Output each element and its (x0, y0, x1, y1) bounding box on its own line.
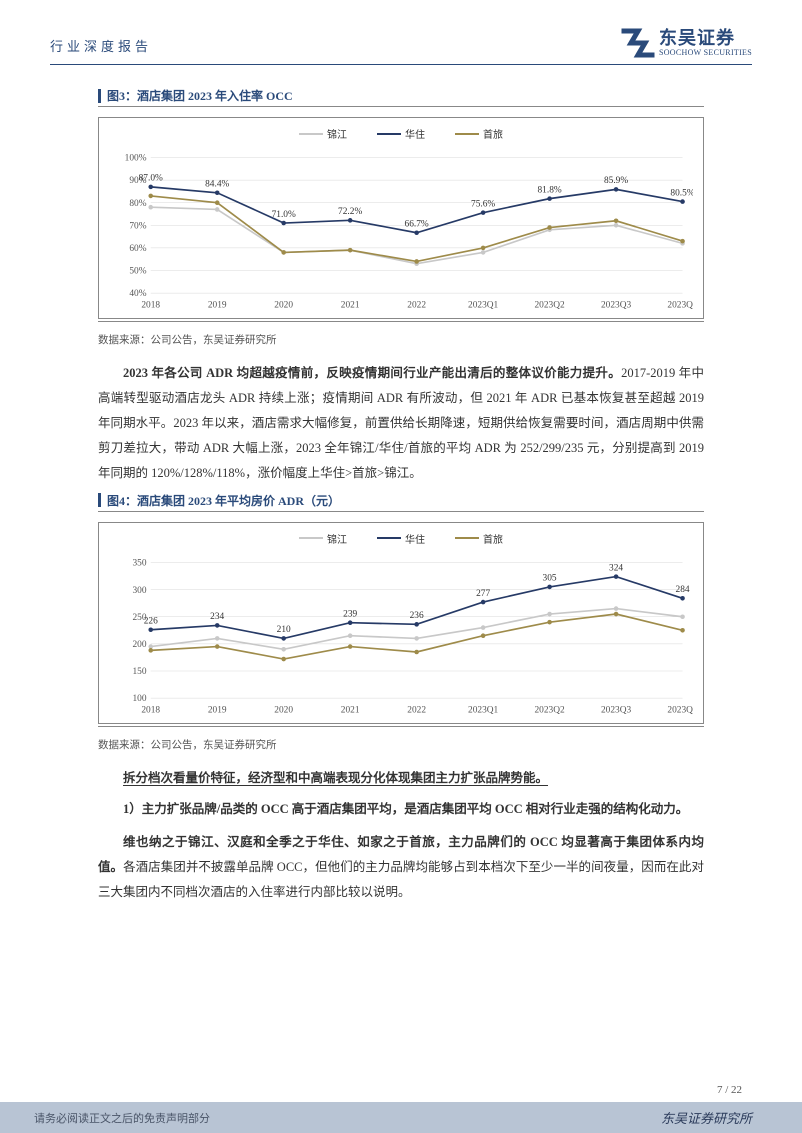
svg-text:2023Q4: 2023Q4 (667, 301, 693, 311)
svg-text:66.7%: 66.7% (405, 219, 429, 229)
legend-jinjiang: 锦江 (299, 531, 347, 546)
svg-text:2019: 2019 (208, 301, 227, 311)
svg-text:87.0%: 87.0% (139, 174, 163, 184)
svg-text:350: 350 (133, 558, 147, 568)
fig4-chart-box: 锦江 华住 首旅 1001502002503003502018201920202… (98, 522, 704, 724)
header-divider (50, 64, 752, 65)
svg-text:72.2%: 72.2% (338, 207, 362, 217)
svg-text:226: 226 (144, 616, 158, 626)
svg-text:210: 210 (277, 625, 291, 635)
svg-text:2023Q1: 2023Q1 (468, 301, 499, 311)
logo-icon (621, 28, 655, 58)
svg-text:2021: 2021 (341, 301, 360, 311)
legend-jinjiang: 锦江 (299, 126, 347, 141)
footer-org: 东吴证券研究所 (661, 1108, 752, 1127)
svg-text:150: 150 (133, 667, 147, 677)
svg-text:50%: 50% (129, 267, 146, 277)
svg-text:2022: 2022 (407, 706, 426, 716)
svg-text:2018: 2018 (141, 301, 160, 311)
fig-title-bar (98, 493, 101, 507)
svg-text:236: 236 (410, 611, 424, 621)
fig3-bottom-underline (98, 321, 704, 322)
svg-text:60%: 60% (129, 244, 146, 254)
svg-text:305: 305 (543, 574, 557, 584)
logo-cn: 东吴证券 (659, 29, 752, 49)
svg-text:100: 100 (133, 694, 147, 704)
fig3-chart: 40%50%60%70%80%90%100%201820192020202120… (109, 145, 693, 312)
svg-text:2023Q4: 2023Q4 (667, 706, 693, 716)
svg-text:2023Q3: 2023Q3 (601, 301, 632, 311)
svg-text:2020: 2020 (274, 706, 293, 716)
doc-type: 行业深度报告 (50, 28, 152, 55)
para-adr: 2023 年各公司 ADR 均超越疫情前，反映疫情期间行业产能出清后的整体议价能… (98, 361, 704, 486)
svg-text:2020: 2020 (274, 301, 293, 311)
svg-text:284: 284 (676, 585, 690, 595)
footer-bar: 请务必阅读正文之后的免责声明部分 东吴证券研究所 (0, 1102, 802, 1133)
fig4-legend: 锦江 华住 首旅 (109, 531, 693, 546)
fig4-chart: 1001502002503003502018201920202021202220… (109, 550, 693, 717)
svg-text:200: 200 (133, 640, 147, 650)
svg-text:277: 277 (476, 589, 490, 599)
footer-disclaimer: 请务必阅读正文之后的免责声明部分 (34, 1110, 210, 1126)
fig4-title-underline (98, 511, 704, 512)
page-footer: 7 / 22 请务必阅读正文之后的免责声明部分 东吴证券研究所 (0, 1084, 802, 1133)
svg-text:234: 234 (210, 612, 224, 622)
svg-text:40%: 40% (129, 289, 146, 299)
fig3-source: 数据来源：公司公告，东吴证券研究所 (98, 332, 704, 347)
fig3-title: 图3：酒店集团 2023 年入住率 OCC (107, 87, 293, 104)
list-item-1: 1）主力扩张品牌/品类的 OCC 高于酒店集团平均，是酒店集团平均 OCC 相对… (98, 797, 704, 822)
svg-text:2021: 2021 (341, 706, 360, 716)
svg-text:2023Q2: 2023Q2 (534, 301, 565, 311)
fig3-legend: 锦江 华住 首旅 (109, 126, 693, 141)
page-header: 行业深度报告 东吴证券 SOOCHOW SECURITIES (50, 28, 752, 58)
svg-text:2023Q3: 2023Q3 (601, 706, 632, 716)
legend-huazhu: 华住 (377, 531, 425, 546)
svg-text:2023Q1: 2023Q1 (468, 706, 499, 716)
fig4-bottom-underline (98, 726, 704, 727)
svg-text:2022: 2022 (407, 301, 426, 311)
svg-text:71.0%: 71.0% (272, 210, 296, 220)
svg-text:100%: 100% (125, 154, 147, 164)
fig3-chart-box: 锦江 华住 首旅 40%50%60%70%80%90%100%201820192… (98, 117, 704, 319)
legend-shoulv: 首旅 (455, 531, 503, 546)
legend-shoulv: 首旅 (455, 126, 503, 141)
logo-en: SOOCHOW SECURITIES (659, 49, 752, 58)
company-logo: 东吴证券 SOOCHOW SECURITIES (621, 28, 752, 58)
svg-text:239: 239 (343, 609, 357, 619)
legend-huazhu: 华住 (377, 126, 425, 141)
fig4-title: 图4：酒店集团 2023 年平均房价 ADR（元） (107, 492, 340, 509)
para-brands: 维也纳之于锦江、汉庭和全季之于华住、如家之于首旅，主力品牌们的 OCC 均显著高… (98, 830, 704, 905)
page-number: 7 / 22 (0, 1084, 802, 1096)
fig-title-bar (98, 89, 101, 103)
svg-text:2023Q2: 2023Q2 (534, 706, 565, 716)
fig3-title-row: 图3：酒店集团 2023 年入住率 OCC (98, 87, 704, 104)
svg-text:80%: 80% (129, 199, 146, 209)
page: 行业深度报告 东吴证券 SOOCHOW SECURITIES 图3：酒店集团 2… (0, 0, 802, 1133)
fig4-title-row: 图4：酒店集团 2023 年平均房价 ADR（元） (98, 492, 704, 509)
svg-text:80.5%: 80.5% (670, 188, 693, 198)
svg-text:324: 324 (609, 563, 623, 573)
fig4-source: 数据来源：公司公告，东吴证券研究所 (98, 737, 704, 752)
svg-text:81.8%: 81.8% (537, 185, 561, 195)
svg-text:75.6%: 75.6% (471, 199, 495, 209)
svg-text:300: 300 (133, 586, 147, 596)
fig3-title-underline (98, 106, 704, 107)
svg-text:2018: 2018 (141, 706, 160, 716)
svg-text:2019: 2019 (208, 706, 227, 716)
svg-text:84.4%: 84.4% (205, 180, 229, 190)
svg-text:70%: 70% (129, 221, 146, 231)
content: 图3：酒店集团 2023 年入住率 OCC 锦江 华住 首旅 40% 50% 60%… (50, 87, 752, 905)
subhead-para: 拆分档次看量价特征，经济型和中高端表现分化体现集团主力扩张品牌势能。 (98, 766, 704, 791)
svg-text:85.9%: 85.9% (604, 176, 628, 186)
